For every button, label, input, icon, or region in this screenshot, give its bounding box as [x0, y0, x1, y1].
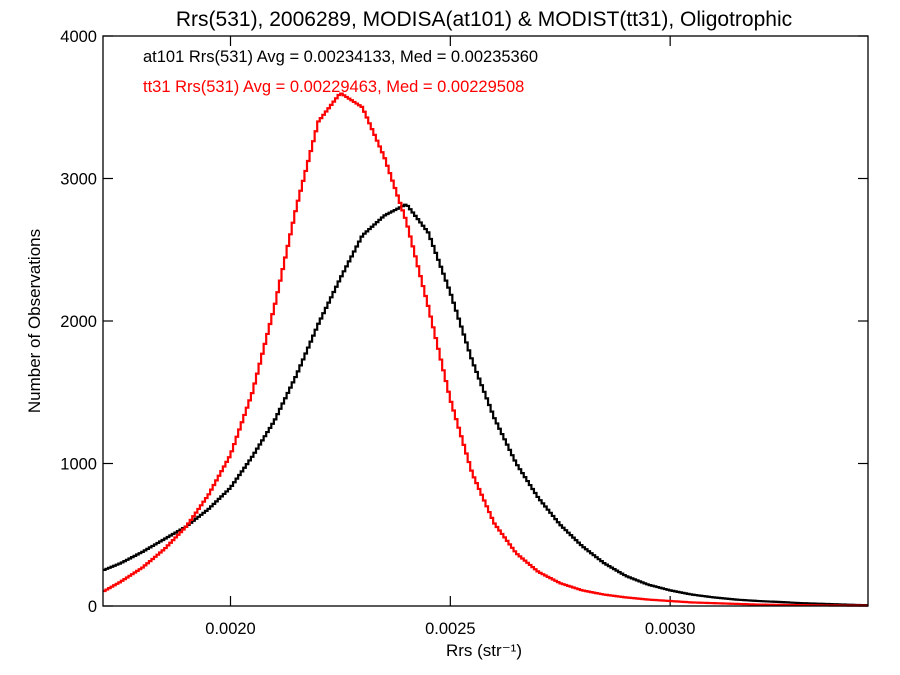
- legend-annotation-at101: at101 Rrs(531) Avg = 0.00234133, Med = 0…: [143, 48, 538, 66]
- legend-annotation-tt31: tt31 Rrs(531) Avg = 0.00229463, Med = 0.…: [143, 78, 524, 96]
- axis-ticks: 0.0020 0.0025 0.0030 0 1000 2000 3000 4000: [60, 28, 868, 638]
- x-axis-label: Rrs (str⁻¹): [446, 641, 522, 660]
- data-series: [103, 92, 868, 607]
- chart-title: Rrs(531), 2006289, MODISA(at101) & MODIS…: [176, 8, 792, 31]
- x-tick-label: 0.0030: [645, 620, 695, 638]
- y-tick-label: 1000: [60, 456, 97, 474]
- y-tick-label: 0: [88, 598, 97, 616]
- x-tick-label: 0.0025: [425, 620, 475, 638]
- x-tick-label: 0.0020: [205, 620, 255, 638]
- plot-frame: [102, 35, 869, 607]
- y-tick-label: 4000: [60, 28, 97, 46]
- y-axis-label: Number of Observations: [25, 229, 44, 413]
- series-line-1: [103, 92, 868, 607]
- series-line-0: [103, 203, 868, 607]
- y-tick-label: 2000: [60, 313, 97, 331]
- y-tick-label: 3000: [60, 171, 97, 189]
